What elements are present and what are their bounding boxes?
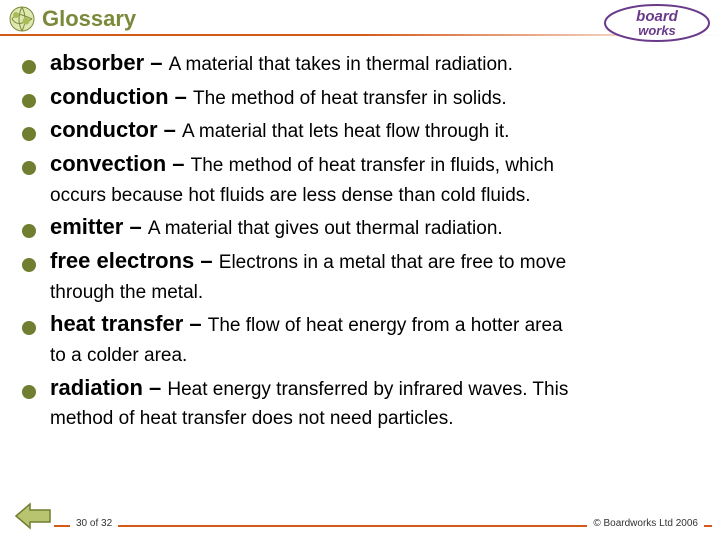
- list-item: radiation – Heat energy transferred by i…: [22, 373, 698, 403]
- footer: 30 of 32 © Boardworks Ltd 2006: [0, 518, 720, 534]
- term: conductor: [50, 117, 158, 142]
- definition: The method of heat transfer in solids.: [193, 88, 507, 109]
- header: Glossary board works: [0, 0, 720, 38]
- bullet-icon: [22, 60, 36, 74]
- page-number: 30 of 32: [70, 518, 118, 529]
- list-item: convection – The method of heat transfer…: [22, 149, 698, 179]
- term: heat transfer: [50, 311, 183, 336]
- bullet-icon: [22, 161, 36, 175]
- list-item: free electrons – Electrons in a metal th…: [22, 246, 698, 276]
- boardworks-logo: board works: [602, 2, 712, 44]
- svg-text:works: works: [638, 23, 676, 38]
- list-item: heat transfer – The flow of heat energy …: [22, 309, 698, 339]
- definition-cont: to a colder area.: [50, 343, 698, 369]
- definition: Electrons in a metal that are free to mo…: [219, 252, 566, 273]
- term: radiation: [50, 375, 143, 400]
- definition-cont: method of heat transfer does not need pa…: [50, 406, 698, 432]
- bullet-icon: [22, 94, 36, 108]
- bullet-icon: [22, 258, 36, 272]
- bullet-icon: [22, 127, 36, 141]
- term: convection: [50, 151, 166, 176]
- definition: A material that lets heat flow through i…: [182, 121, 509, 142]
- definition-cont: occurs because hot fluids are less dense…: [50, 183, 698, 209]
- bullet-icon: [22, 224, 36, 238]
- globe-icon: [8, 5, 36, 33]
- list-item: conductor – A material that lets heat fl…: [22, 115, 698, 145]
- list-item: absorber – A material that takes in ther…: [22, 48, 698, 78]
- definition-cont: through the metal.: [50, 280, 698, 306]
- bullet-icon: [22, 321, 36, 335]
- list-item: conduction – The method of heat transfer…: [22, 82, 698, 112]
- term: conduction: [50, 84, 169, 109]
- term: absorber: [50, 50, 144, 75]
- page-title: Glossary: [42, 6, 136, 32]
- bullet-icon: [22, 385, 36, 399]
- definition: The method of heat transfer in fluids, w…: [191, 155, 554, 176]
- definition: The flow of heat energy from a hotter ar…: [208, 315, 563, 336]
- term: emitter: [50, 214, 123, 239]
- definition: Heat energy transferred by infrared wave…: [167, 379, 568, 400]
- glossary-list: absorber – A material that takes in ther…: [0, 38, 720, 432]
- list-item: emitter – A material that gives out ther…: [22, 212, 698, 242]
- definition: A material that gives out thermal radiat…: [148, 218, 503, 239]
- term: free electrons: [50, 248, 194, 273]
- definition: A material that takes in thermal radiati…: [169, 54, 513, 75]
- copyright: © Boardworks Ltd 2006: [587, 518, 704, 529]
